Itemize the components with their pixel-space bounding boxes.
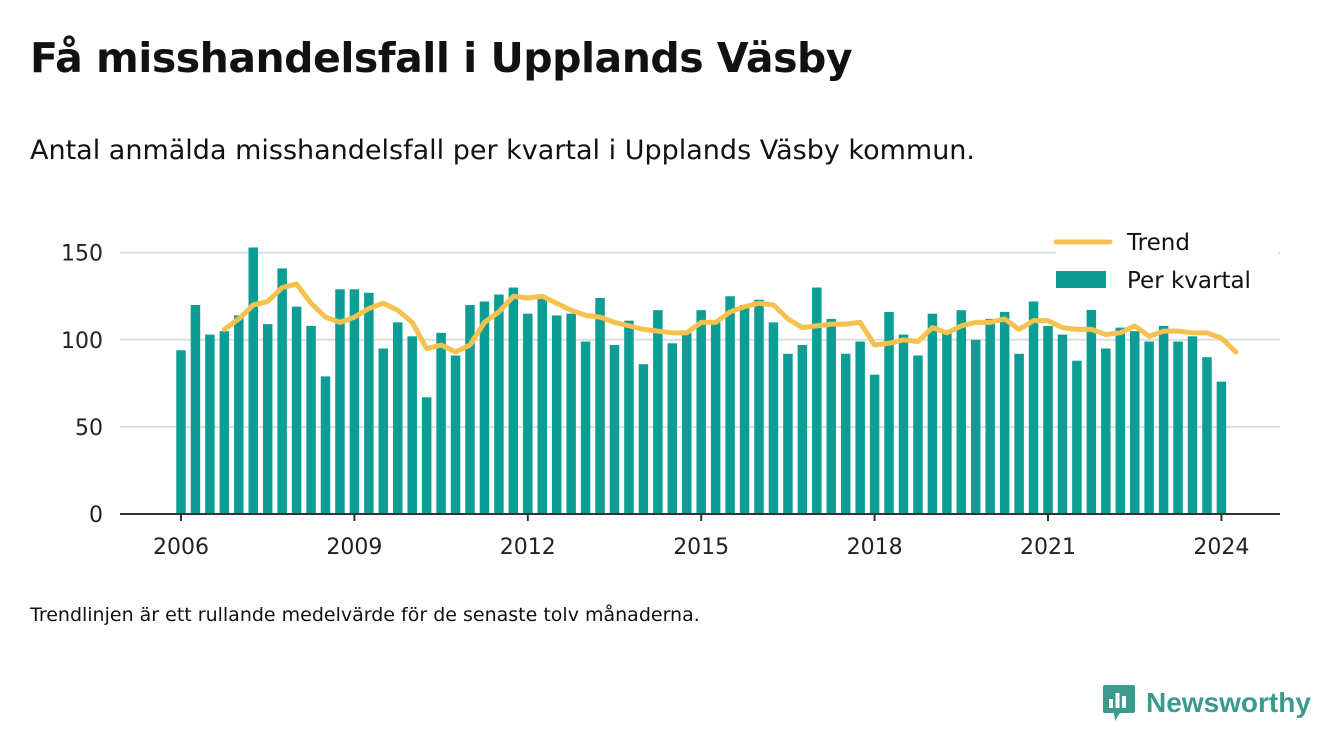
bar: [826, 318, 836, 514]
bar: [999, 311, 1010, 514]
bar: [812, 287, 822, 514]
bar: [609, 345, 620, 514]
bar: [971, 339, 981, 514]
x-tick-label: 2009: [326, 535, 382, 560]
bar: [494, 294, 504, 514]
bar: [450, 355, 461, 514]
bar: [219, 331, 230, 514]
bar: [768, 322, 779, 514]
legend-trend-label: Trend: [1126, 230, 1190, 256]
bar: [262, 324, 273, 514]
bar: [537, 297, 547, 514]
bar: [1101, 348, 1111, 514]
bar: [349, 289, 360, 514]
bar: [855, 341, 865, 514]
y-tick-label: 150: [61, 242, 103, 267]
bar: [624, 320, 634, 514]
bar: [927, 313, 938, 514]
bar: [1115, 327, 1125, 514]
bar: [306, 325, 316, 514]
bar: [335, 289, 345, 514]
bar: [985, 318, 995, 514]
bar: [465, 304, 475, 514]
bar: [739, 304, 750, 514]
bar: [942, 332, 952, 514]
bar: [291, 306, 302, 514]
trend-line-group: [221, 281, 1239, 355]
legend-bar-label: Per kvartal: [1127, 268, 1251, 294]
bar: [320, 376, 331, 514]
bar: [1129, 331, 1140, 514]
bar: [725, 296, 735, 514]
footnote: Trendlinjen är ett rullande medelvärde f…: [30, 604, 700, 626]
chart-subtitle: Antal anmälda misshandelsfall per kvarta…: [30, 135, 975, 166]
bar: [364, 292, 374, 514]
bar: [783, 353, 793, 514]
bar: [1144, 341, 1154, 514]
bar: [551, 315, 562, 514]
newsworthy-chart-bubble-icon: [1103, 685, 1135, 721]
legend-bar-swatch: [1056, 271, 1106, 288]
bar: [667, 343, 678, 514]
chart-title: Få misshandelsfall i Upplands Väsby: [30, 34, 853, 82]
bar: [913, 355, 923, 514]
bar: [580, 341, 591, 514]
x-tick-label: 2006: [153, 535, 209, 560]
y-tick-label: 0: [89, 503, 103, 528]
bar: [508, 287, 519, 514]
trend-line: [221, 281, 1239, 355]
bar: [682, 331, 692, 514]
bar: [234, 315, 244, 514]
x-tick-label: 2024: [1193, 535, 1249, 560]
bar: [884, 311, 894, 514]
x-tick-label: 2018: [847, 535, 903, 560]
bar: [393, 322, 403, 514]
bar: [1158, 325, 1169, 514]
newsworthy-logo[interactable]: Newsworthy: [1102, 682, 1311, 724]
bar: [1072, 360, 1082, 514]
bar: [869, 374, 880, 514]
brand-name: Newsworthy: [1146, 687, 1311, 718]
y-tick-label: 50: [75, 416, 103, 441]
bar: [436, 332, 446, 514]
bars-per-kvartal: [176, 247, 1227, 514]
bar: [1187, 336, 1198, 514]
bar: [277, 268, 287, 514]
bar: [898, 334, 909, 514]
bar: [1216, 381, 1227, 514]
bar: [1014, 353, 1024, 514]
bar: [638, 364, 649, 514]
bar: [1173, 341, 1183, 514]
bar: [190, 304, 201, 514]
bar: [696, 310, 706, 514]
bar: [176, 350, 186, 514]
bar: [205, 334, 215, 514]
bar: [797, 345, 808, 514]
x-tick-label: 2021: [1020, 535, 1076, 560]
bar: [1028, 301, 1039, 514]
bar: [421, 397, 432, 514]
x-tick-label: 2015: [673, 535, 729, 560]
chart-svg: 0 50 100 150 2006 2009 2012 2015 2018 2021 2024 Tr…: [61, 228, 1280, 560]
bar: [595, 297, 605, 514]
bar: [566, 313, 576, 514]
bar: [710, 320, 721, 514]
y-tick-label: 100: [61, 329, 103, 354]
legend: Trend Per kvartal: [1053, 228, 1278, 310]
bar: [1057, 334, 1068, 514]
x-tick-label: 2012: [500, 535, 556, 560]
bar: [407, 336, 417, 514]
bar: [653, 310, 663, 514]
bar: [378, 348, 389, 514]
bar: [479, 301, 490, 514]
bar: [754, 299, 764, 514]
bar: [523, 313, 533, 514]
axes: 0 50 100 150 2006 2009 2012 2015 2018 2021 2024: [61, 242, 1280, 560]
bar: [840, 353, 851, 514]
bar: [1043, 325, 1053, 514]
bar: [956, 310, 967, 514]
bar: [248, 247, 258, 514]
bar: [1202, 357, 1212, 514]
bar: [1086, 306, 1097, 514]
